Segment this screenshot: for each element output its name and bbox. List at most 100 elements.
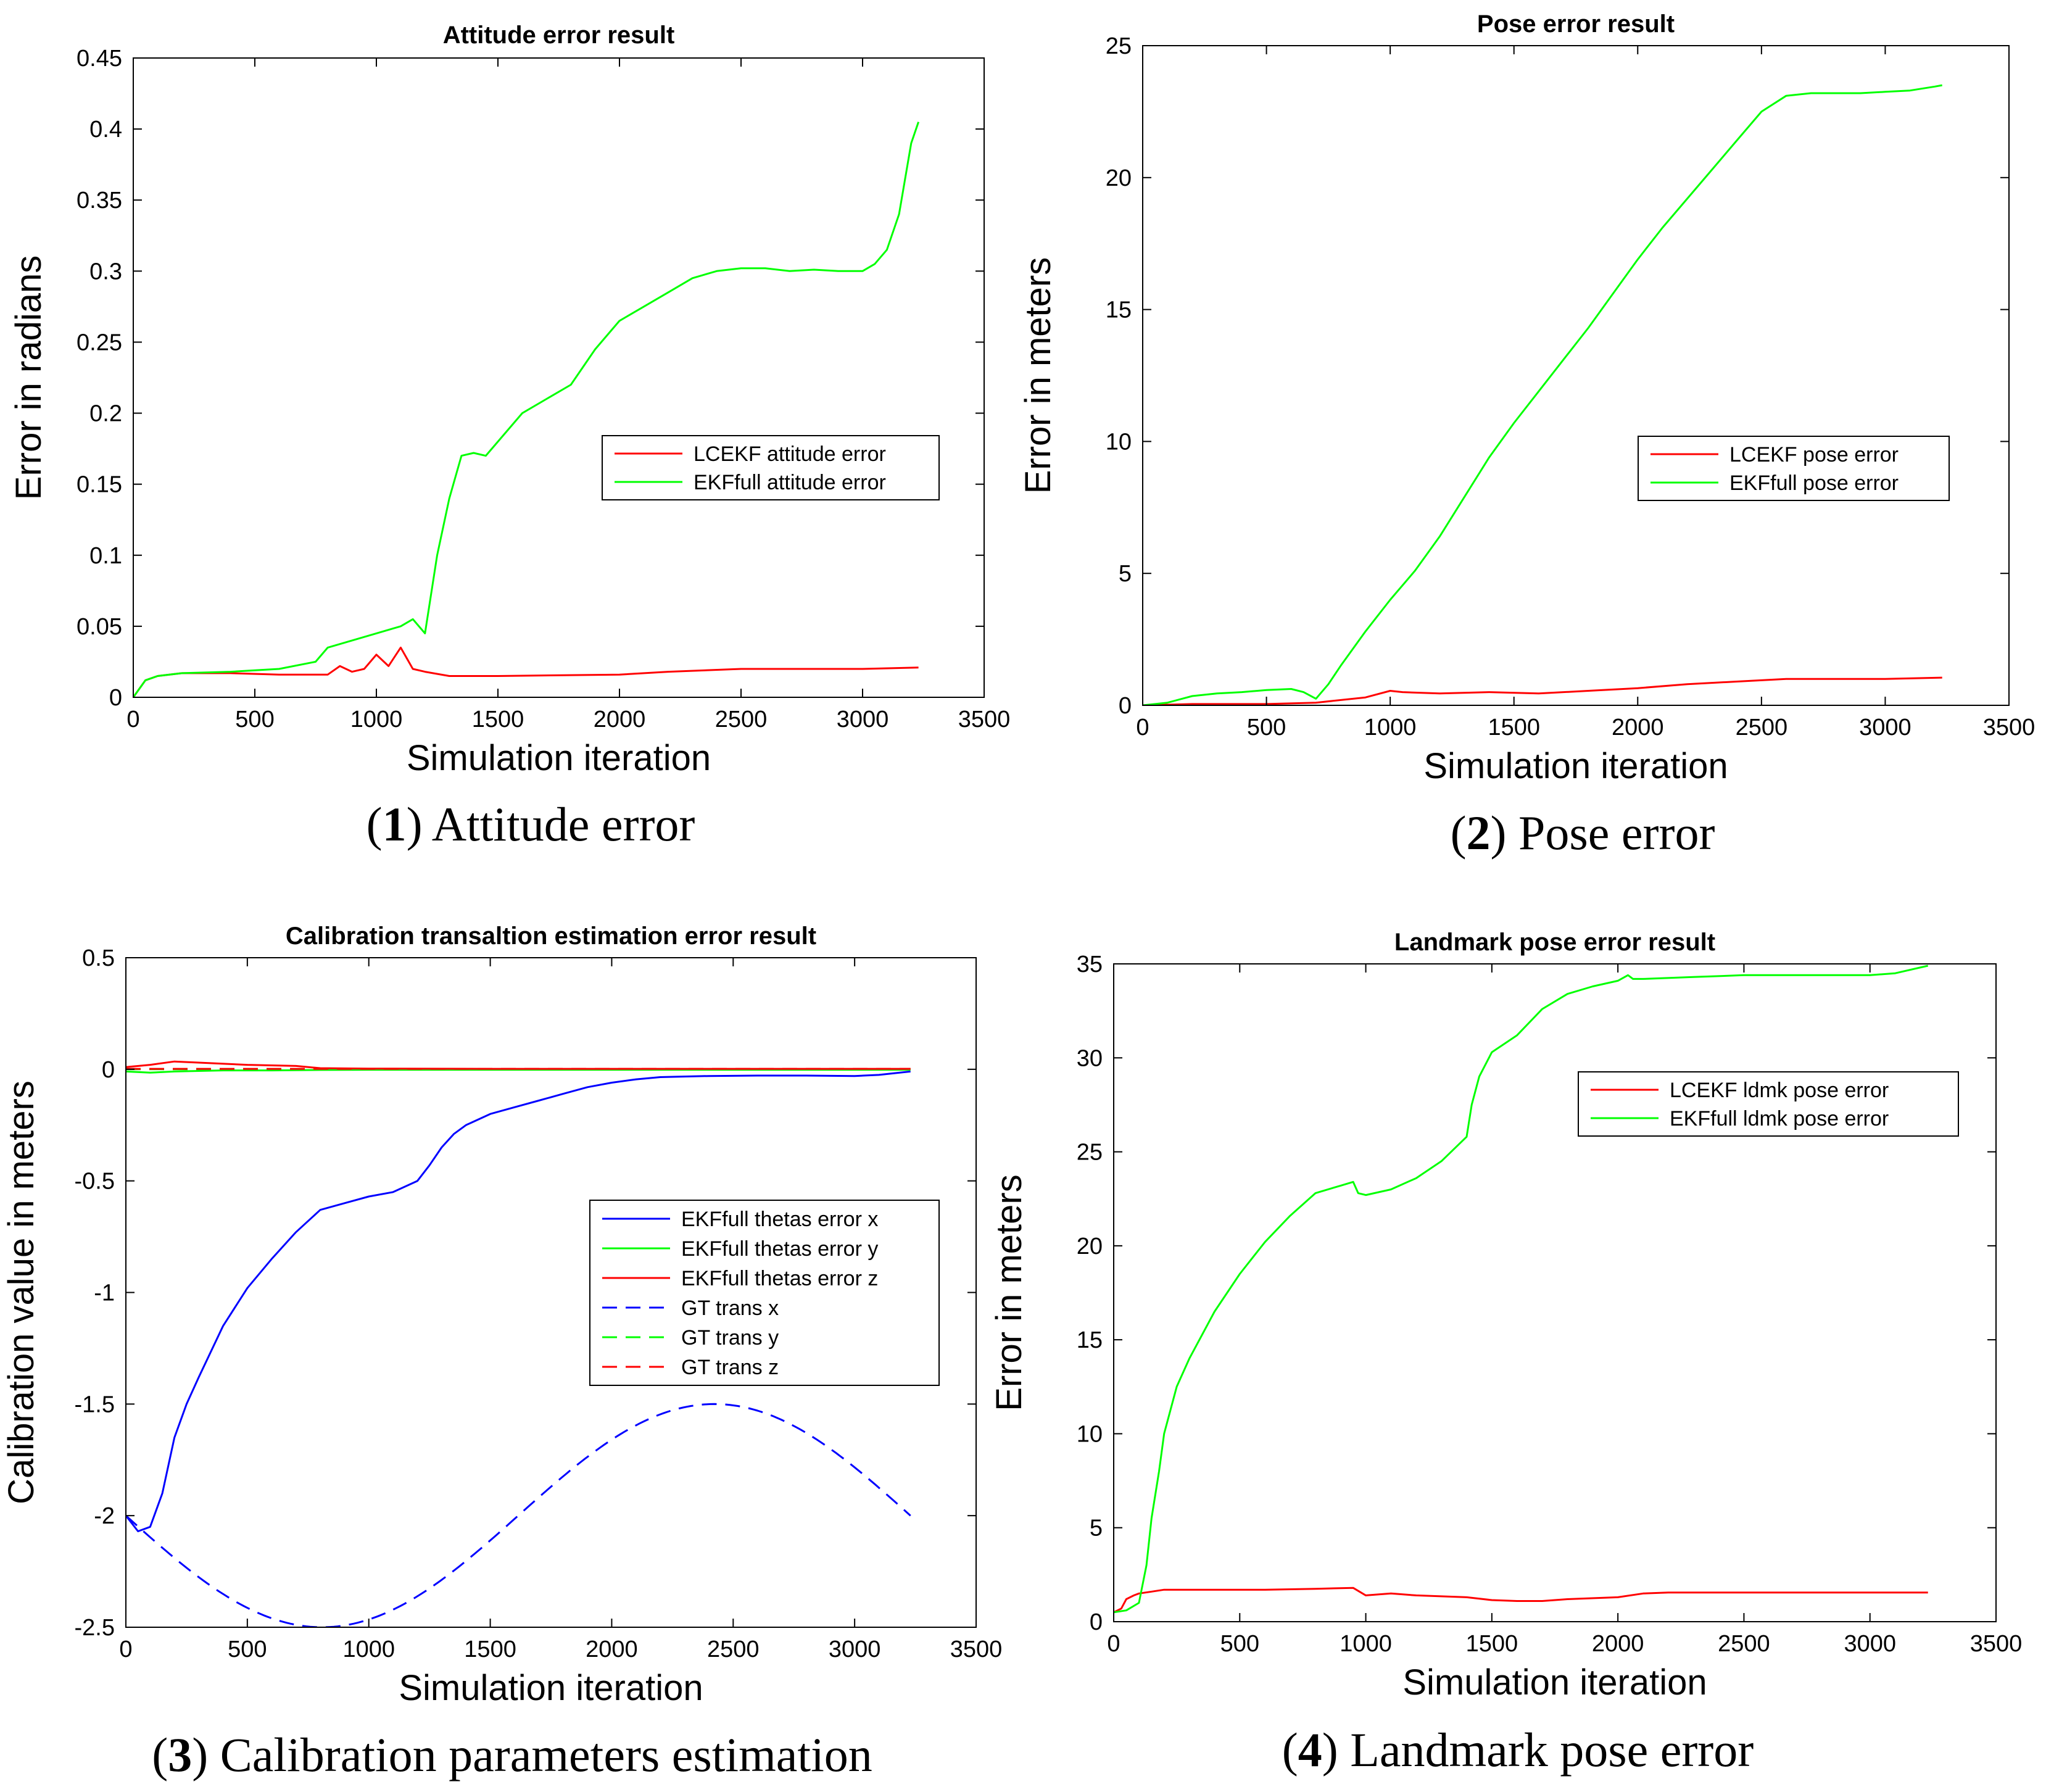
legend-label: GT trans x <box>681 1296 779 1320</box>
x-tick-label: 2500 <box>715 707 768 732</box>
series-line-1 <box>1143 84 1942 705</box>
x-tick-label: 3500 <box>958 707 1011 732</box>
x-tick-label: 2500 <box>1718 1631 1770 1657</box>
y-tick-label: 0.05 <box>77 614 122 640</box>
y-tick-label: 0.1 <box>89 543 122 569</box>
series-group <box>126 1060 911 1627</box>
caption-3: (3) Calibration parameters estimation <box>152 1728 872 1782</box>
y-tick-label: 0 <box>102 1057 115 1083</box>
plot-area <box>1143 46 2009 705</box>
y-tick-label: 0.2 <box>89 401 122 427</box>
legend-label: LCEKF ldmk pose error <box>1670 1079 1889 1102</box>
y-tick-label: 25 <box>1077 1140 1103 1166</box>
x-axis-label: Simulation iteration <box>399 1668 703 1708</box>
caption-1-number: 1 <box>383 797 407 851</box>
x-tick-label: 1500 <box>464 1636 516 1662</box>
y-axis-label: Error in radians <box>9 255 49 500</box>
y-tick-label: 30 <box>1077 1045 1103 1071</box>
chart-title: Landmark pose error result <box>1394 929 1715 956</box>
x-tick-label: 0 <box>126 707 139 732</box>
y-tick-label: 0 <box>1090 1609 1103 1635</box>
legend-label: EKFfull thetas error x <box>681 1208 878 1231</box>
y-tick-label: 0.25 <box>77 330 122 355</box>
y-tick-label: 0.35 <box>77 188 122 214</box>
x-tick-label: 2000 <box>1612 715 1664 740</box>
legend-label: GT trans z <box>681 1356 779 1379</box>
y-tick-label: -1 <box>94 1280 115 1306</box>
legend-label: GT trans y <box>681 1326 779 1350</box>
x-tick-label: 1500 <box>472 707 524 732</box>
legend-label: EKFfull thetas error y <box>681 1237 878 1261</box>
x-axis-label: Simulation iteration <box>1402 1662 1707 1703</box>
caption-4: (4) Landmark pose error <box>1282 1723 1754 1777</box>
y-tick-label: -0.5 <box>75 1169 115 1195</box>
y-tick-label: -2 <box>94 1503 115 1529</box>
y-axis-label: Error in meters <box>1018 257 1058 494</box>
panel-landmark-pose-error: 0 500 1000 1500 2000 2500 3000 3500 0 5 10 15 20 25 30… <box>989 929 2022 1703</box>
x-tick-label: 3000 <box>829 1636 881 1662</box>
caption-2: (2) Pose error <box>1451 806 1715 860</box>
y-tick-label: 10 <box>1077 1421 1103 1447</box>
x-tick-label: 3500 <box>950 1636 1003 1662</box>
x-axis-label: Simulation iteration <box>1423 746 1728 786</box>
caption-4-number: 4 <box>1298 1723 1322 1777</box>
x-tick-label: 3500 <box>1983 715 2036 740</box>
y-tick-label: 25 <box>1106 33 1132 59</box>
y-tick-label: 20 <box>1106 165 1132 191</box>
legend-label: LCEKF pose error <box>1729 443 1899 467</box>
y-axis-label: Calibration value in meters <box>1 1081 41 1504</box>
x-tick-label: 2500 <box>1736 715 1788 740</box>
caption-3-number: 3 <box>168 1728 192 1782</box>
legend-label: LCEKF attitude error <box>694 442 886 466</box>
y-tick-label: 5 <box>1119 561 1132 587</box>
x-tick-label: 500 <box>228 1636 267 1662</box>
series-line-1 <box>1114 964 1929 1614</box>
x-tick-label: 2000 <box>586 1636 638 1662</box>
series-line-3 <box>126 1403 911 1627</box>
axes-box <box>1142 45 2010 706</box>
y-tick-label: 10 <box>1106 429 1132 455</box>
chart-title: Pose error result <box>1477 10 1675 38</box>
series-group <box>1114 964 1929 1614</box>
caption-1-text: Attitude error <box>432 797 695 851</box>
legend-box <box>602 435 940 500</box>
caption-4-text: Landmark pose error <box>1350 1723 1754 1777</box>
y-tick-label: 35 <box>1077 952 1103 977</box>
y-tick-label: 0.5 <box>82 945 115 971</box>
series-line-0 <box>1114 1587 1928 1614</box>
y-tick-label: 0.45 <box>77 46 122 72</box>
y-tick-label: 5 <box>1090 1516 1103 1541</box>
chart-title: Attitude error result <box>443 22 675 49</box>
axes-box <box>133 57 985 698</box>
y-tick-label: -2.5 <box>75 1615 115 1641</box>
caption-3-text: Calibration parameters estimation <box>220 1728 872 1782</box>
panel-calibration-estimation: 0 500 1000 1500 2000 2500 3000 3500 -2.5 -2 -1.5 -1… <box>1 923 1002 1708</box>
y-tick-label: 0 <box>1119 693 1132 719</box>
series-line-0 <box>126 1070 911 1532</box>
x-tick-label: 3000 <box>837 707 889 732</box>
x-axis-label: Simulation iteration <box>407 738 711 778</box>
x-tick-label: 2000 <box>1592 1631 1644 1657</box>
legend-label: EKFfull thetas error z <box>681 1267 878 1290</box>
x-tick-label: 1000 <box>1364 715 1417 740</box>
plot-area <box>133 58 984 697</box>
legend-label: EKFfull ldmk pose error <box>1670 1107 1889 1130</box>
x-tick-label: 2000 <box>594 707 646 732</box>
legend-box <box>1638 436 1950 501</box>
panel-pose-error: 0 500 1000 1500 2000 2500 3000 3500 0 5 10 15 20 25 Po… <box>1018 10 2035 786</box>
x-tick-label: 1000 <box>342 1636 395 1662</box>
x-tick-label: 1000 <box>350 707 403 732</box>
caption-2-number: 2 <box>1467 806 1491 860</box>
y-tick-label: 0.3 <box>89 259 122 284</box>
series-group <box>1143 84 1942 705</box>
axes-box <box>1113 963 1997 1622</box>
y-axis-label: Error in meters <box>989 1174 1029 1411</box>
legend-label: EKFfull attitude error <box>694 471 886 494</box>
y-tick-label: 0.4 <box>89 117 122 143</box>
x-tick-label: 3500 <box>1970 1631 2023 1657</box>
x-tick-label: 1500 <box>1488 715 1540 740</box>
y-tick-label: -1.5 <box>75 1392 115 1417</box>
x-tick-label: 0 <box>1136 715 1149 740</box>
x-tick-label: 3000 <box>1859 715 1911 740</box>
